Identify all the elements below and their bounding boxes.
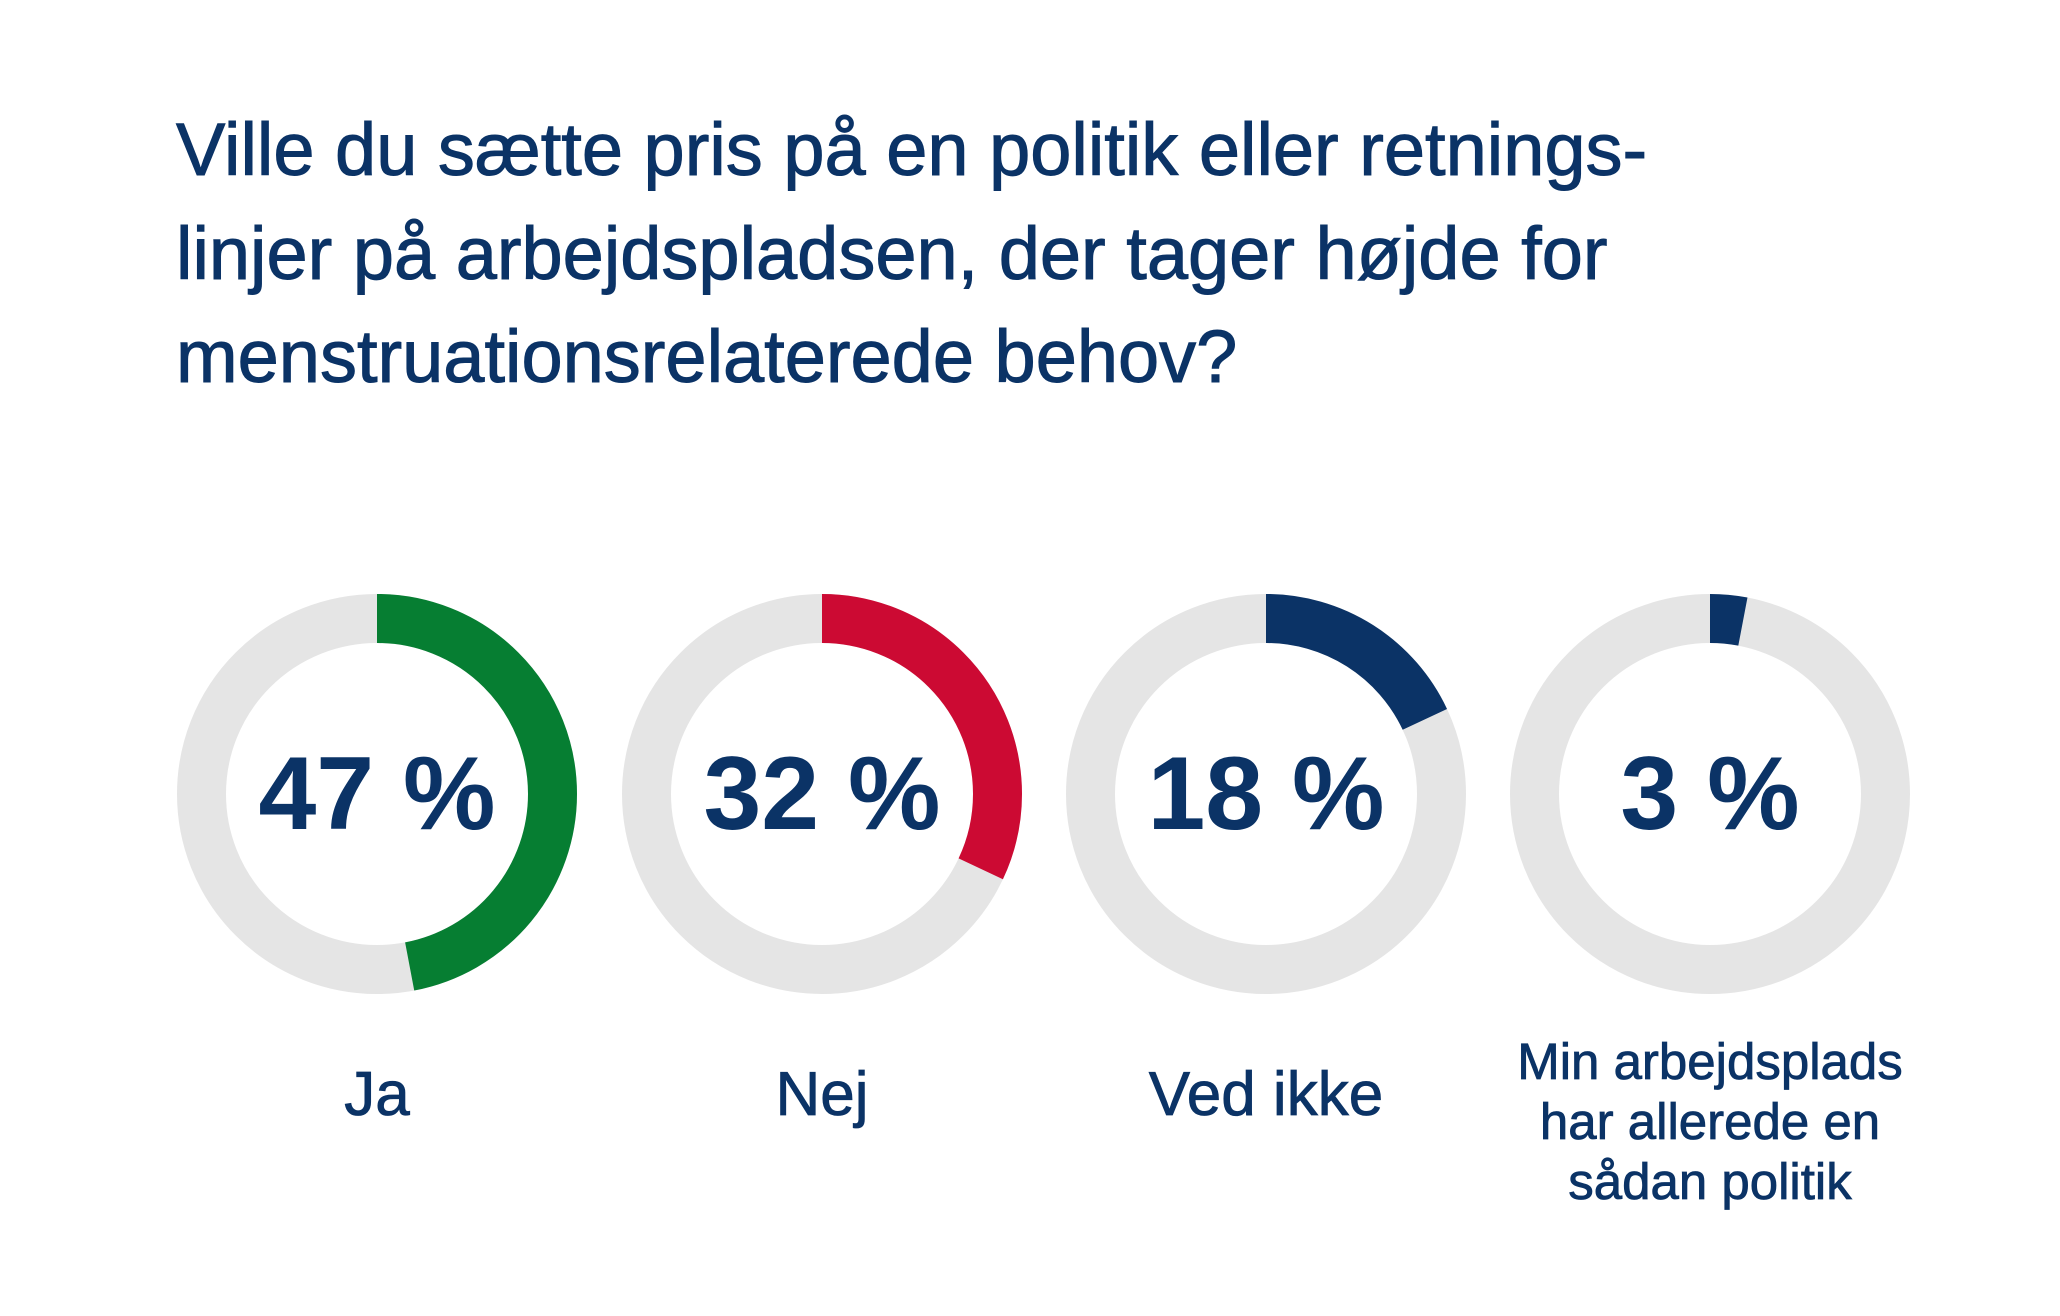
category-label-4: Min arbejdsplads har allerede en sådan pol…	[1450, 1032, 1970, 1213]
donut-arc-2	[622, 594, 1022, 994]
category-label-2-line-1: Nej	[775, 1060, 869, 1129]
category-label-4-line-1: Min arbejdsplads	[1517, 1033, 1903, 1091]
donut-2: 32 %	[622, 594, 1022, 994]
category-label-1: Ja	[117, 1060, 637, 1129]
category-label-1-line-1: Ja	[344, 1060, 410, 1129]
category-label-3: Ved ikke	[1006, 1060, 1526, 1129]
donut-arc-3	[1066, 594, 1466, 994]
value-label-1: 47 %	[258, 736, 495, 852]
donut-1: 47 %	[177, 594, 577, 994]
chart-title-line-2: linjer på arbejdspladsen, der tager højd…	[176, 211, 1609, 295]
category-label-4-line-2: har allerede en	[1539, 1093, 1881, 1151]
category-label-4-line-3: sådan politik	[1568, 1153, 1852, 1211]
donut-arc-1	[177, 594, 577, 994]
donut-arc-4	[1510, 594, 1910, 994]
value-label-4: 3 %	[1620, 736, 1799, 852]
category-label-2: Nej	[562, 1060, 1082, 1129]
value-label-2: 32 %	[703, 736, 940, 852]
category-label-3-line-1: Ved ikke	[1148, 1060, 1384, 1129]
chart-title: Ville du sætte pris på en politik eller …	[176, 98, 1976, 409]
value-label-3: 18 %	[1147, 736, 1384, 852]
donut-4: 3 %	[1510, 594, 1910, 994]
chart-title-line-1: Ville du sætte pris på en politik eller …	[176, 108, 1648, 192]
chart-title-line-3: menstruationsrelaterede behov?	[176, 315, 1238, 399]
donut-3: 18 %	[1066, 594, 1466, 994]
